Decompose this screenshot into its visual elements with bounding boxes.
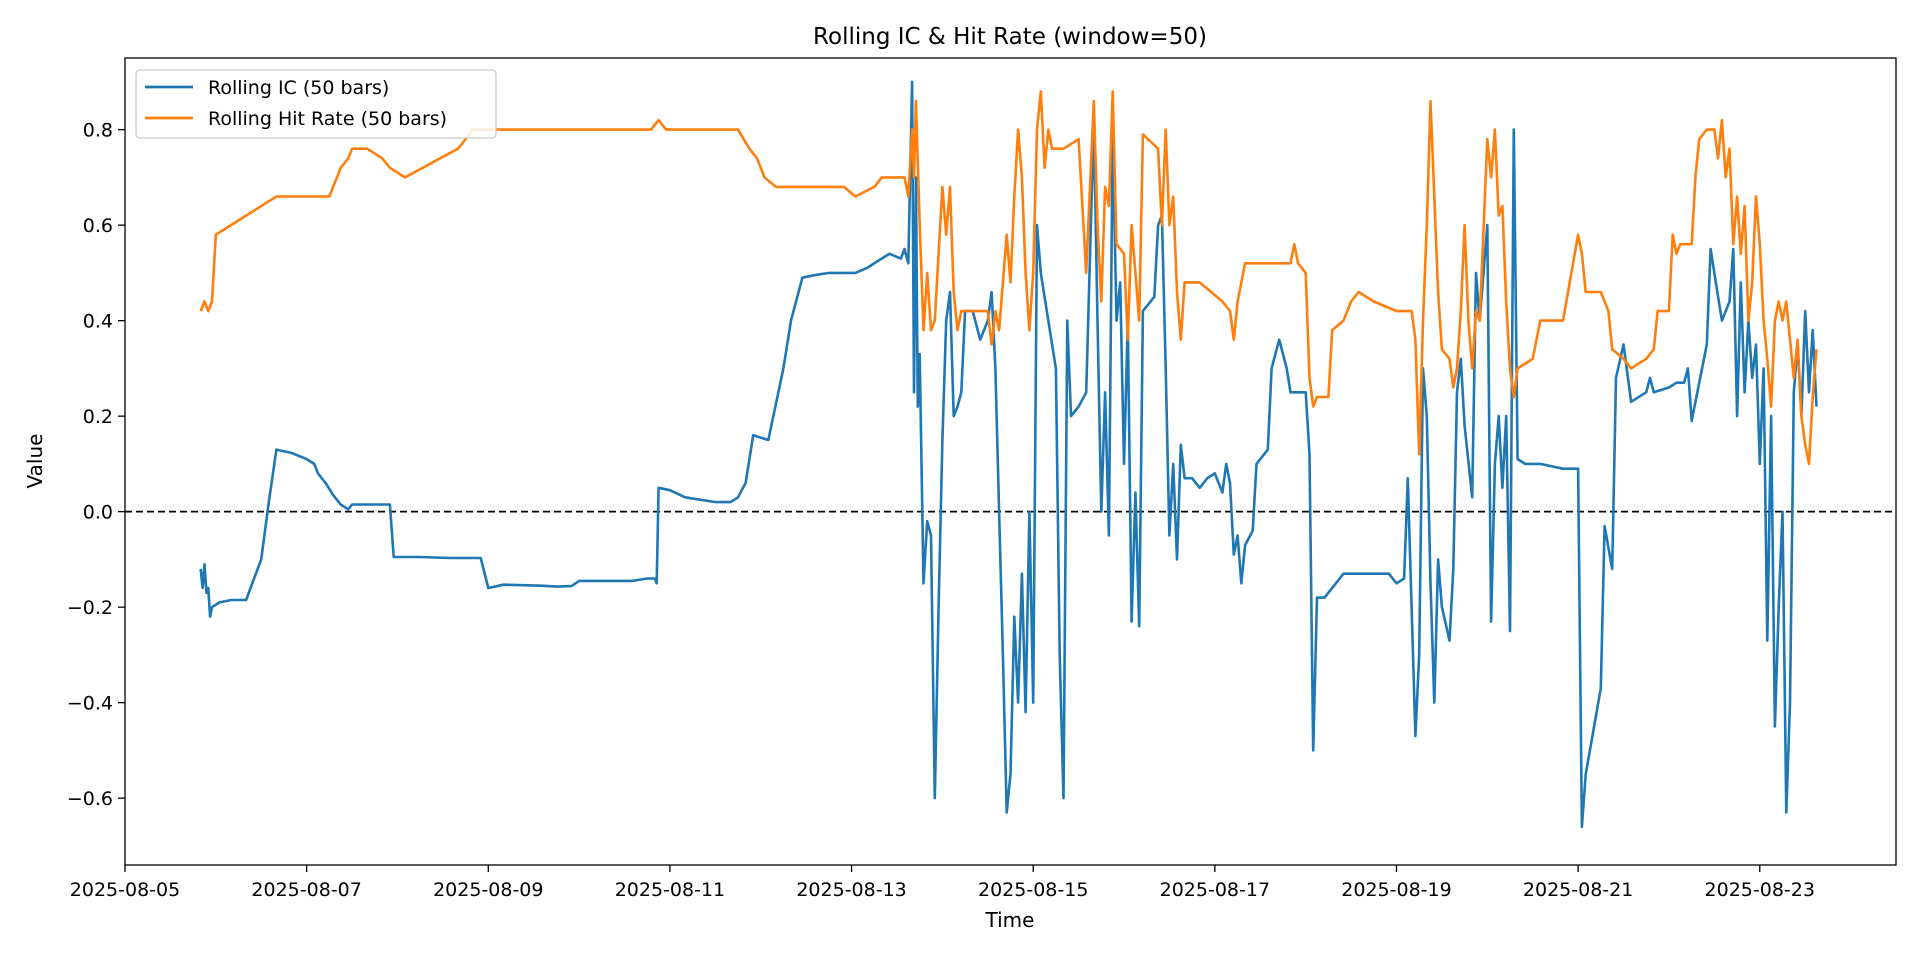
x-tick-label: 2025-08-23 [1705,879,1815,901]
series-layer [199,80,1818,829]
legend-box [135,69,497,139]
x-tick-label: 2025-08-09 [433,879,543,901]
x-tick-label: 2025-08-07 [251,879,361,901]
x-tick-label: 2025-08-15 [978,879,1088,901]
x-tick-label: 2025-08-13 [796,879,906,901]
y-axis: −0.6 −0.4 −0.2 0.0 0.2 0.4 0.6 0.8 [67,120,125,810]
legend-label-rolling-hit-rate: Rolling Hit Rate (50 bars) [208,108,447,130]
y-tick-label: −0.4 [67,693,113,715]
chart-title: Rolling IC & Hit Rate (window=50) [813,24,1207,50]
y-tick-label: 0.2 [83,406,113,428]
x-axis: 2025-08-05 2025-08-07 2025-08-09 2025-08-11… [70,865,1815,901]
x-tick-label: 2025-08-19 [1341,879,1451,901]
series-line-rolling-ic [199,80,1818,829]
series-line-rolling-hit-rate [199,90,1818,466]
y-tick-label: 0.6 [83,215,113,237]
y-axis-label: Value [23,434,47,489]
plot-frame [124,57,1897,866]
x-tick-label: 2025-08-11 [615,879,725,901]
x-tick-label: 2025-08-21 [1523,879,1633,901]
y-tick-label: −0.2 [67,597,113,619]
y-tick-label: 0.0 [83,502,113,524]
x-tick-label: 2025-08-17 [1160,879,1270,901]
y-tick-label: 0.4 [83,311,113,333]
legend-label-rolling-ic: Rolling IC (50 bars) [208,77,389,99]
x-axis-label: Time [985,908,1035,932]
x-tick-label: 2025-08-05 [70,879,180,901]
y-tick-label: −0.6 [67,788,113,810]
y-tick-label: 0.8 [83,120,113,142]
legend: Rolling IC (50 bars) Rolling Hit Rate (5… [135,69,497,139]
